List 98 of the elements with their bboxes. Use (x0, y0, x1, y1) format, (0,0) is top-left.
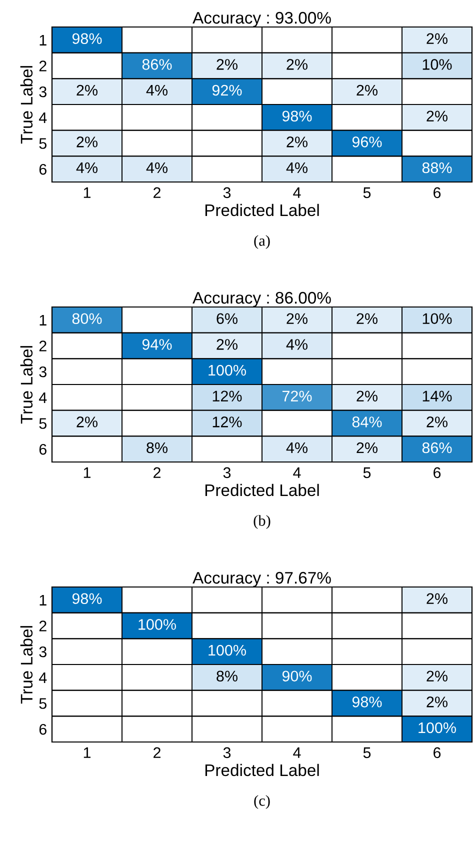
data-label: 14% (422, 390, 452, 402)
data-label: 90% (282, 670, 312, 682)
data-label: 96% (352, 136, 382, 148)
data-label: 2% (76, 136, 98, 148)
data-label: 88% (422, 162, 452, 174)
x-tick-label: 2 (154, 187, 160, 198)
y-tick-label: 3 (39, 366, 46, 378)
y-tick-label: 2 (39, 340, 46, 352)
x-tick-label: 4 (293, 467, 301, 478)
text: (a) (254, 235, 270, 249)
data-label: 8% (216, 670, 238, 682)
data-label: 2% (286, 59, 308, 70)
x-tick-label: 6 (434, 187, 441, 198)
chart-title: Accuracy : 97.67% (192, 572, 331, 587)
data-label: 2% (286, 136, 308, 148)
data-label: 84% (352, 416, 382, 428)
data-label: 4% (146, 84, 168, 96)
data-label: 6% (216, 313, 238, 324)
y-tick-label: 1 (40, 34, 46, 46)
data-label: 80% (72, 313, 102, 324)
text: (b) (254, 515, 270, 529)
y-tick-label: 4 (38, 672, 47, 683)
data-label: 100% (418, 722, 456, 734)
x-tick-label: 5 (363, 187, 371, 198)
x-tick-label: 5 (363, 467, 371, 478)
data-label: 100% (138, 619, 176, 630)
y-tick-label: 5 (39, 138, 46, 149)
x-tick-label: 3 (223, 747, 231, 758)
data-label: 100% (208, 644, 246, 656)
data-label: 2% (426, 33, 448, 44)
x-axis-title: Predicted Label (205, 764, 319, 776)
data-label: 2% (426, 416, 448, 428)
data-label: 2% (286, 313, 308, 324)
y-axis-title: True Label (20, 66, 33, 144)
x-tick-label: 3 (223, 467, 231, 478)
data-label: 2% (356, 390, 378, 402)
x-tick-label: 6 (434, 747, 441, 758)
data-label: 2% (426, 670, 448, 682)
data-label: 2% (356, 442, 378, 454)
data-label: 10% (422, 313, 452, 324)
y-tick-label: 6 (39, 164, 46, 175)
data-label: 92% (212, 84, 242, 96)
data-label: 98% (282, 110, 312, 122)
data-label: 72% (282, 390, 312, 402)
y-axis-title: True Label (20, 626, 33, 704)
y-tick-label: 5 (39, 698, 46, 709)
y-tick-label: 4 (38, 392, 47, 403)
x-tick-label: 2 (154, 747, 160, 758)
x-tick-label: 3 (223, 187, 231, 198)
data-label: 100% (208, 364, 246, 376)
data-label: 2% (76, 84, 98, 96)
data-label: 94% (142, 339, 172, 350)
data-label: 2% (426, 593, 448, 604)
data-label: 2% (216, 59, 238, 70)
data-label: 4% (286, 442, 308, 454)
data-label: 8% (146, 442, 168, 454)
x-tick-label: 1 (84, 747, 91, 758)
data-label: 4% (286, 339, 308, 350)
data-label: 98% (352, 696, 382, 708)
y-axis-title: True Label (20, 346, 33, 424)
data-label: 2% (76, 416, 98, 428)
data-label: 86% (142, 59, 172, 70)
data-label: 4% (76, 162, 98, 174)
y-tick-label: 2 (39, 620, 46, 632)
x-tick-label: 1 (84, 187, 91, 198)
y-tick-label: 6 (39, 444, 46, 455)
data-label: 98% (72, 593, 102, 604)
y-tick-label: 1 (40, 314, 46, 326)
y-tick-label: 1 (40, 594, 46, 606)
chart-title: Accuracy : 86.00% (192, 292, 331, 307)
data-label: 2% (356, 84, 378, 96)
y-tick-label: 3 (39, 646, 46, 658)
y-tick-label: 5 (39, 418, 46, 429)
y-tick-label: 3 (39, 86, 46, 98)
x-tick-label: 6 (434, 467, 441, 478)
data-label: 2% (356, 313, 378, 324)
data-label: 12% (212, 416, 242, 428)
x-axis-title: Predicted Label (205, 204, 319, 216)
data-label: 2% (216, 339, 238, 350)
data-label: 86% (422, 442, 452, 454)
chart-title: Accuracy : 93.00% (192, 12, 331, 27)
data-label: 10% (422, 59, 452, 70)
text: (c) (254, 795, 270, 809)
x-tick-label: 2 (154, 467, 160, 478)
x-axis-title: Predicted Label (205, 484, 319, 496)
data-label: 98% (72, 33, 102, 44)
x-tick-label: 4 (293, 747, 301, 758)
data-label: 2% (426, 696, 448, 708)
x-tick-label: 1 (84, 467, 91, 478)
y-tick-label: 6 (39, 724, 46, 735)
data-label: 12% (212, 390, 242, 402)
data-label: 4% (286, 162, 308, 174)
x-tick-label: 5 (363, 747, 371, 758)
data-label: 2% (426, 110, 448, 122)
y-tick-label: 2 (39, 60, 46, 72)
data-label: 4% (146, 162, 168, 174)
y-tick-label: 4 (38, 112, 47, 123)
x-tick-label: 4 (293, 187, 301, 198)
